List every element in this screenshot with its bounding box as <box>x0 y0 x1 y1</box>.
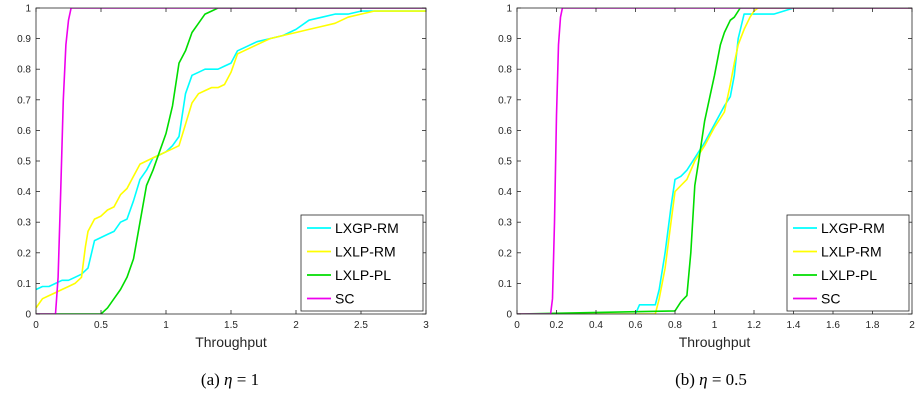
x-tick-label-b-3: 0.6 <box>629 320 643 331</box>
y-tick-label-b-10: 1 <box>506 4 512 15</box>
x-tick-label-b-2: 0.4 <box>589 320 603 331</box>
caption-a-value: = 1 <box>236 370 260 389</box>
y-tick-label-b-7: 0.7 <box>498 95 512 106</box>
series-line-a-sc <box>36 8 426 314</box>
x-tick-label-a-5: 2.5 <box>354 320 368 331</box>
x-tick-label-b-1: 0.2 <box>550 320 564 331</box>
x-tick-label-a-6: 3 <box>423 320 429 331</box>
y-tick-label-a-6: 0.6 <box>17 126 31 137</box>
x-tick-label-b-5: 1 <box>712 320 718 331</box>
x-tick-label-b-0: 0 <box>514 320 520 331</box>
y-tick-label-b-5: 0.5 <box>498 157 512 168</box>
legend-label-a-lxlp-pl: LXLP-PL <box>335 267 391 283</box>
x-tick-label-a-1: 0.5 <box>94 320 108 331</box>
x-tick-label-b-4: 0.8 <box>668 320 682 331</box>
y-tick-label-b-6: 0.6 <box>498 126 512 137</box>
x-tick-label-b-7: 1.4 <box>787 320 801 331</box>
y-tick-label-b-4: 0.4 <box>498 187 512 198</box>
y-tick-label-b-8: 0.8 <box>498 65 512 76</box>
legend-label-a-lxlp-rm: LXLP-RM <box>335 244 396 260</box>
x-axis-label-b: Throughput <box>679 334 751 350</box>
legend-label-b-sc: SC <box>821 291 840 307</box>
caption-b-variable: η <box>699 370 708 389</box>
x-axis-label-a: Throughput <box>195 334 267 350</box>
x-tick-label-a-2: 1 <box>163 320 169 331</box>
chart-panel-b: 0 0.2 0.4 0.6 0.8 1 1.2 1.4 1.6 1.8 2 0 0.1 0.2 0.3 0.4… <box>498 4 915 351</box>
caption-b-value: = 0.5 <box>711 370 747 389</box>
legend-label-b-lxlp-rm: LXLP-RM <box>821 244 882 260</box>
legend-label-a-lxgp-rm: LXGP-RM <box>335 220 399 236</box>
x-tick-label-a-4: 2 <box>293 320 299 331</box>
y-tick-label-a-0: 0 <box>25 310 31 321</box>
legend-label-b-lxgp-rm: LXGP-RM <box>821 220 885 236</box>
x-tick-label-a-3: 1.5 <box>224 320 238 331</box>
y-tick-label-a-7: 0.7 <box>17 95 31 106</box>
caption-a-label: (a) <box>200 370 220 389</box>
x-tick-label-b-10: 2 <box>909 320 915 331</box>
chart-panel-a: 0 0.5 1 1.5 2 2.5 3 0 0.1 0.2 0.3 0.4 0.5 0.6 0.7 0.8 0.… <box>17 4 429 351</box>
y-tick-label-b-9: 0.9 <box>498 34 512 45</box>
x-tick-label-b-6: 1.2 <box>747 320 761 331</box>
caption-b: (b) η = 0.5 <box>611 370 811 390</box>
legend-label-b-lxlp-pl: LXLP-PL <box>821 267 877 283</box>
series-line-b-sc <box>517 8 912 314</box>
series-line-b-lxlp-rm <box>517 8 912 314</box>
y-tick-label-a-4: 0.4 <box>17 187 31 198</box>
series-line-b-lxlp-pl <box>517 8 912 314</box>
y-tick-label-a-3: 0.3 <box>17 218 31 229</box>
y-tick-label-a-5: 0.5 <box>17 157 31 168</box>
series-line-a-lxlp-pl <box>36 8 426 314</box>
legend-box-a <box>300 214 424 312</box>
x-tick-label-a-0: 0 <box>33 320 39 331</box>
y-tick-label-a-10: 1 <box>25 4 31 15</box>
y-tick-label-a-1: 0.1 <box>17 279 31 290</box>
y-tick-label-b-2: 0.2 <box>498 248 512 259</box>
legend-box-b <box>786 214 910 312</box>
caption-b-label: (b) <box>675 370 695 389</box>
x-tick-label-b-9: 1.8 <box>866 320 880 331</box>
y-tick-label-a-2: 0.2 <box>17 248 31 259</box>
caption-a: (a) η = 1 <box>130 370 330 390</box>
x-tick-label-b-8: 1.6 <box>826 320 840 331</box>
legend-b: LXGP-RM LXLP-RM LXLP-PL SC <box>786 214 910 312</box>
legend-a: LXGP-RM LXLP-RM LXLP-PL SC <box>300 214 424 312</box>
legend-label-a-sc: SC <box>335 291 354 307</box>
y-tick-label-b-0: 0 <box>506 310 512 321</box>
series-line-b-lxgp-rm <box>517 8 912 314</box>
y-tick-label-b-1: 0.1 <box>498 279 512 290</box>
series-line-a-lxlp-rm <box>36 10 426 309</box>
caption-a-variable: η <box>224 370 233 389</box>
y-tick-label-a-9: 0.9 <box>17 34 31 45</box>
y-tick-label-a-8: 0.8 <box>17 65 31 76</box>
y-tick-label-b-3: 0.3 <box>498 218 512 229</box>
